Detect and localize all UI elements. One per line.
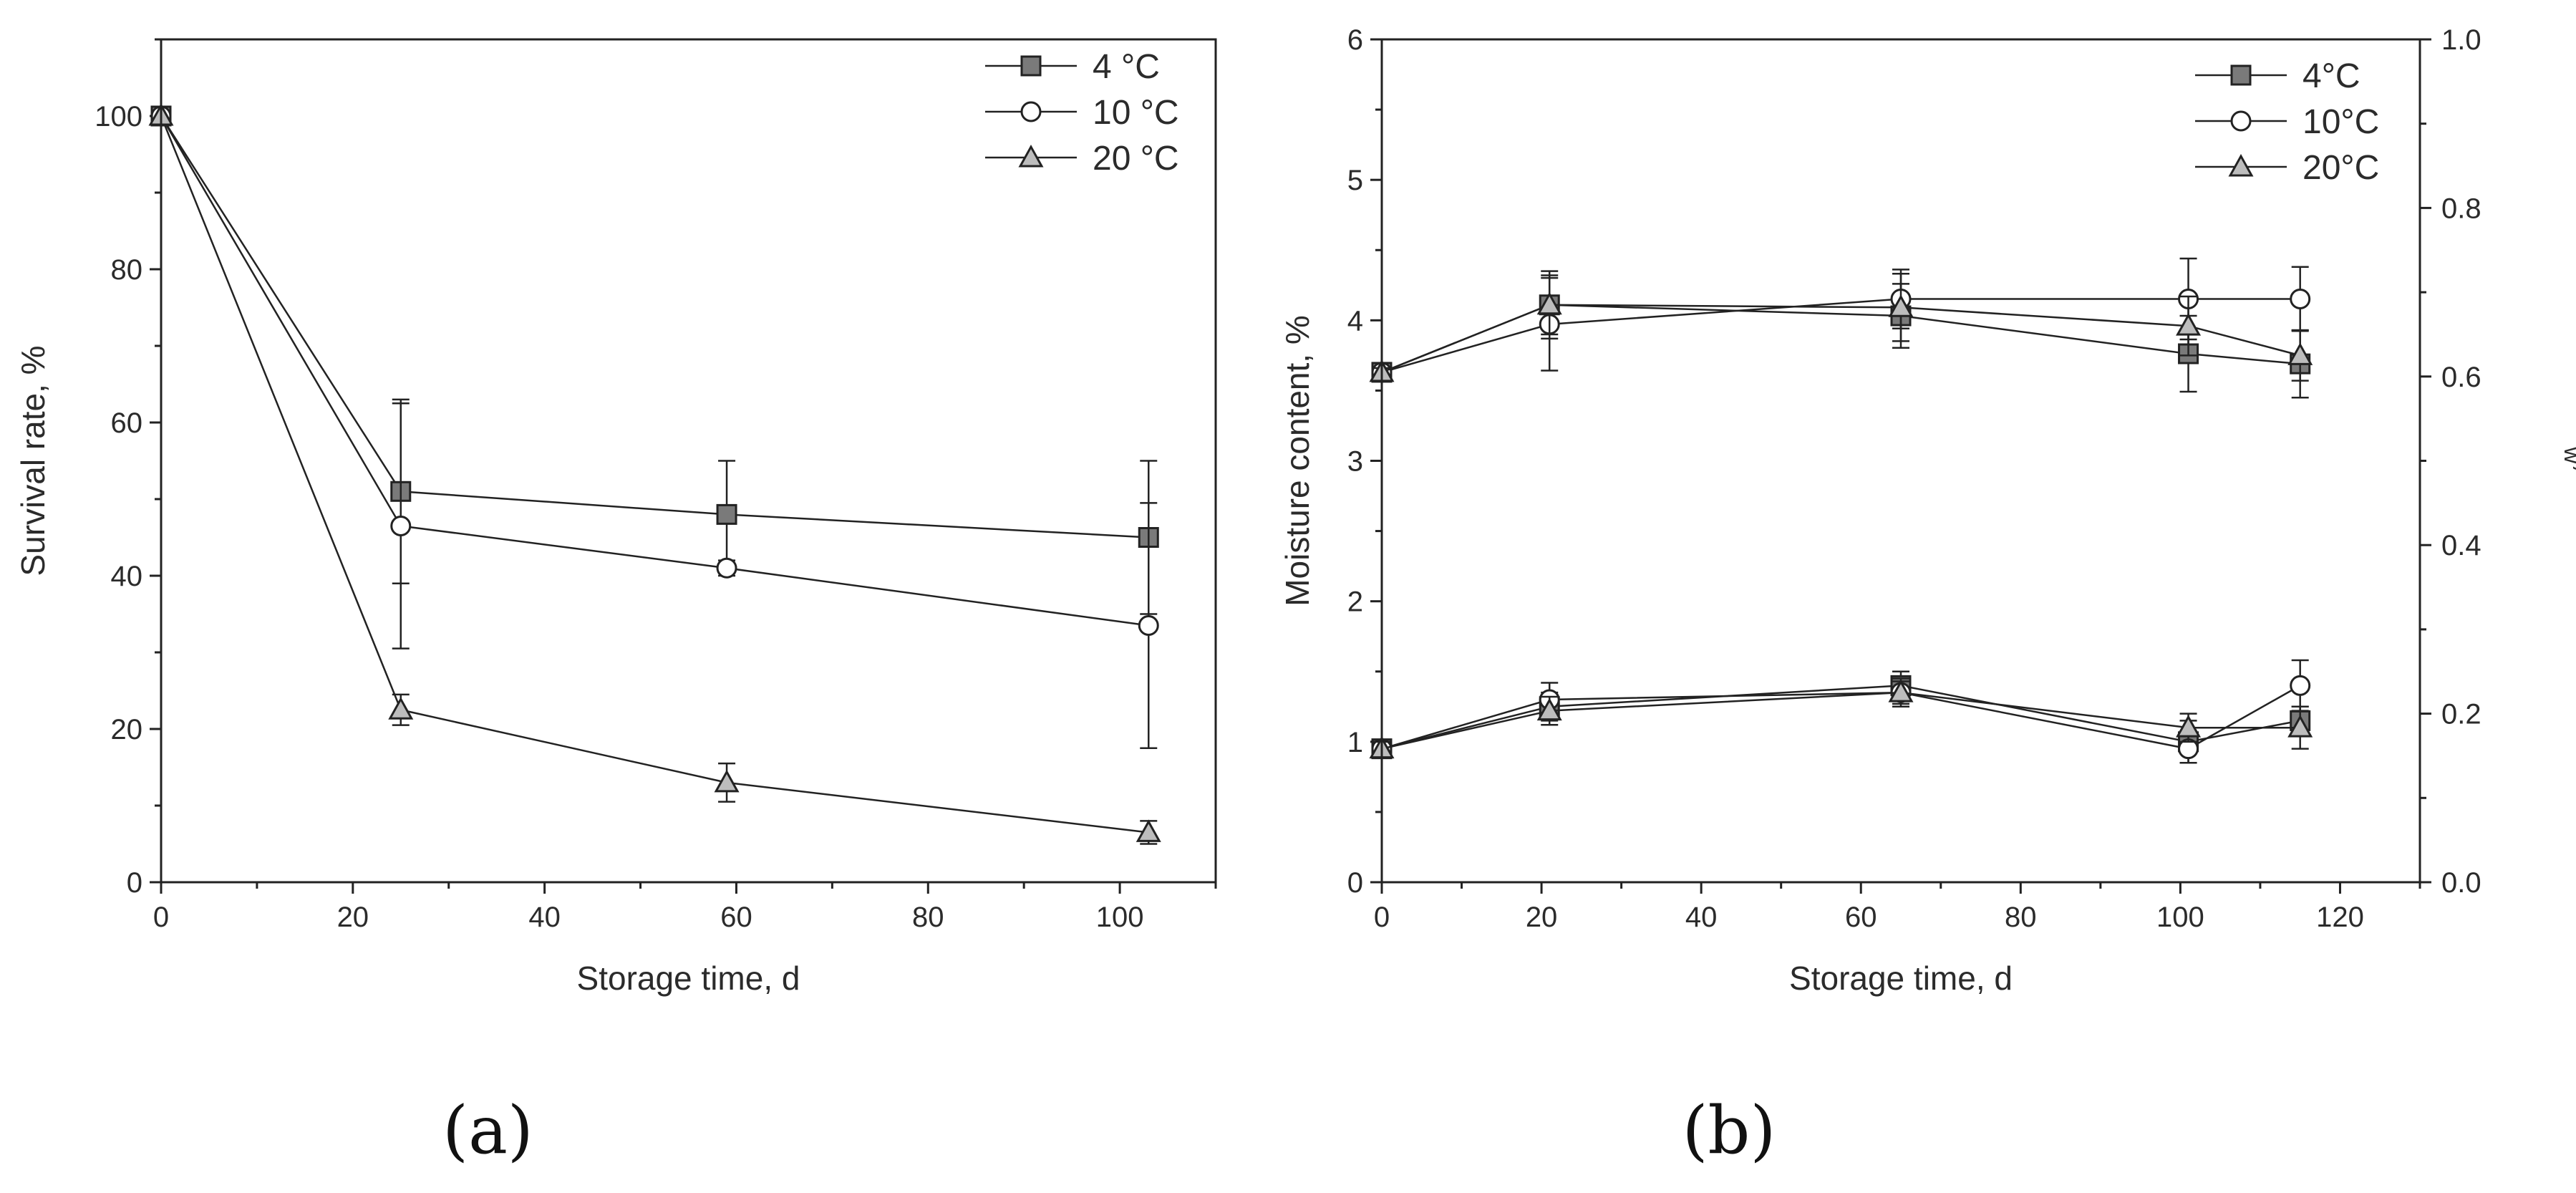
b-data-point [2290, 289, 2311, 310]
a-legend-label: 20 °C [1093, 140, 1179, 178]
b-y2-tick-label: 0.2 [2441, 699, 2481, 730]
b-x-tick-label: 100 [2156, 902, 2204, 933]
a-data-point [716, 557, 737, 579]
b-legend-marker [2230, 110, 2252, 132]
a-legend-marker [1020, 101, 1042, 122]
a-legend-label: 10 °C [1093, 94, 1179, 132]
a-x-tick-label: 40 [528, 902, 561, 933]
b-series-1 [1371, 659, 2311, 764]
a-series-line [160, 115, 1149, 834]
a-data-point [1136, 819, 1161, 842]
a-y-tick-label: 60 [111, 407, 143, 439]
b-legend-label: 10°C [2303, 103, 2379, 141]
a-data-point [390, 515, 412, 536]
b-y-tick-label: 4 [1347, 305, 1363, 337]
a-legend-marker [1018, 144, 1044, 168]
b-x-tick-label: 40 [1685, 902, 1718, 933]
b-x-tick-label: 80 [2005, 902, 2037, 933]
b-y2-tick-label: 0.8 [2441, 193, 2481, 224]
panel-a-y-axis-title: Survival rate, % [14, 345, 52, 576]
a-data-point [1138, 615, 1159, 637]
b-legend-marker [2230, 64, 2252, 86]
a-y-tick-label: 0 [127, 867, 142, 899]
a-y-tick-label: 20 [111, 714, 143, 745]
b-data-point [1536, 697, 1562, 721]
a-legend-label: 4 °C [1093, 48, 1160, 86]
a-series-line [160, 115, 1149, 538]
a-series-0 [150, 105, 1159, 615]
b-series-0 [1371, 670, 2311, 764]
b-legend-label: 4°C [2303, 57, 2360, 95]
b-y-tick-label: 3 [1347, 446, 1363, 478]
b-data-point [2176, 715, 2202, 738]
a-series-2 [148, 102, 1161, 845]
panel-b-label: (b) [1682, 1092, 1776, 1169]
b-data-point [2287, 342, 2313, 365]
a-x-tick-label: 60 [720, 902, 752, 933]
b-series-3 [1371, 274, 2311, 399]
b-y-tick-label: 5 [1347, 165, 1363, 196]
a-data-point [388, 697, 414, 720]
b-data-point [2290, 675, 2311, 696]
panel-b-right-axis-title: aw, - [2560, 429, 2576, 493]
a-x-tick-label: 80 [912, 902, 944, 933]
a-x-tick-label: 20 [337, 902, 369, 933]
panel-b-legend: 4°C 10°C 20°C [2195, 57, 2379, 187]
a-data-point [714, 769, 740, 793]
b-series-2 [1369, 677, 2313, 759]
b-data-point [1888, 680, 1914, 702]
panel-b-y-axis-title: Moisture content, % [1279, 315, 1316, 607]
a-series-line [160, 115, 1149, 627]
b-series-line [1381, 304, 2301, 374]
b-series-line [1381, 304, 2300, 374]
a-y-tick-label: 40 [111, 561, 143, 592]
b-legend-marker [2228, 153, 2254, 177]
b-y2-tick-label: 1.0 [2441, 24, 2481, 56]
b-y-tick-label: 6 [1347, 24, 1363, 56]
b-y2-tick-label: 0.4 [2441, 530, 2481, 561]
b-x-tick-label: 20 [1526, 902, 1558, 933]
b-data-point [1888, 294, 1914, 317]
panel-a-legend: 4 °C 10 °C 20 °C [985, 48, 1179, 178]
b-series-line [1381, 298, 2300, 374]
b-series-line [1381, 691, 2300, 750]
b-y-tick-label: 2 [1347, 586, 1363, 618]
panel-b-plot-frame [1380, 38, 2421, 884]
panel-b-x-axis-title: Storage time, d [1789, 960, 2013, 997]
b-y-tick-label: 1 [1347, 727, 1363, 758]
panel-a-plot-frame [160, 38, 1217, 884]
panel-b-chart: 0 20 40 60 80 100 120 0 1 2 3 4 5 6 0.0 0.2 0.4 0.6 0.8 1.0… [1279, 24, 2576, 1169]
a-x-tick-label: 0 [153, 902, 169, 933]
a-data-point [716, 503, 737, 525]
b-x-tick-label: 0 [1374, 902, 1390, 933]
b-y2-tick-label: 0.0 [2441, 867, 2481, 899]
a-legend-marker [1020, 55, 1042, 77]
a-y-tick-label: 100 [95, 101, 142, 132]
b-x-tick-label: 60 [1845, 902, 1877, 933]
b-series-5 [1369, 270, 2313, 382]
a-x-tick-label: 100 [1096, 902, 1144, 933]
b-data-point [2176, 313, 2202, 336]
b-data-point [1536, 291, 1562, 315]
b-y-tick-label: 0 [1347, 867, 1363, 899]
b-legend-label: 20°C [2303, 149, 2379, 187]
b-data-point [2287, 715, 2313, 738]
panel-a-label: (a) [442, 1092, 533, 1169]
a-y-tick-label: 80 [111, 254, 143, 286]
a-series-1 [150, 105, 1159, 749]
b-y2-tick-label: 0.6 [2441, 362, 2481, 393]
panel-a-x-axis-title: Storage time, d [577, 960, 800, 997]
b-x-tick-label: 120 [2316, 902, 2364, 933]
